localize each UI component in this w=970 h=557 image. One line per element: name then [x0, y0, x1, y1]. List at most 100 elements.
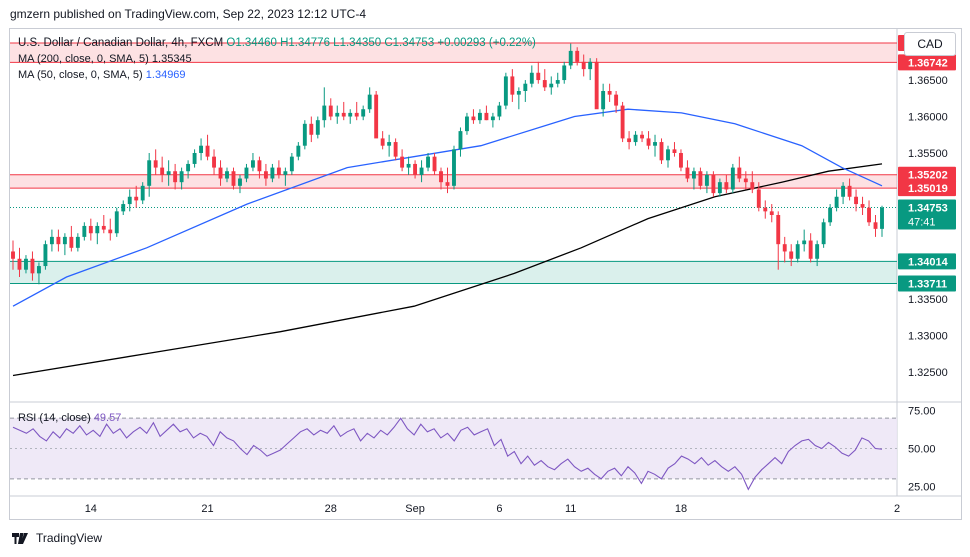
published-by-text: gmzern published on TradingView.com, Sep…: [10, 7, 366, 21]
time-tick-label: 28: [325, 503, 337, 515]
zone-price-badge: [898, 180, 956, 197]
candle-body: [341, 112, 346, 117]
candle-body: [763, 207, 768, 212]
candle-body: [659, 142, 664, 161]
candle-body: [328, 105, 333, 117]
candle-body: [205, 145, 210, 157]
time-tick-label: 21: [201, 503, 213, 515]
candle-body: [633, 134, 638, 143]
ma50-legend[interactable]: MA (50, close, 0, SMA, 5) 1.34969: [18, 69, 186, 81]
candle-body: [756, 189, 761, 208]
candle-body: [24, 258, 28, 270]
time-tick-label: 2: [894, 503, 900, 515]
candle-body: [640, 134, 644, 139]
candle-body: [244, 167, 249, 179]
candle-body: [108, 229, 113, 234]
candle-body: [490, 116, 495, 121]
candle-body: [477, 112, 482, 121]
price-tick-label: 1.36000: [908, 112, 948, 124]
candle-body: [873, 222, 878, 229]
candle-body: [432, 156, 437, 172]
candle-body: [555, 80, 560, 84]
candle-body: [802, 240, 807, 245]
candle-body: [406, 163, 411, 168]
candle-body: [698, 171, 703, 186]
candle-body: [289, 156, 294, 172]
candle-body: [348, 112, 353, 117]
symbol-title: U.S. Dollar / Canadian Dollar, 4h, FXCM: [18, 37, 224, 49]
candle-body: [620, 105, 625, 139]
candle-body: [400, 156, 405, 168]
candle-body: [782, 244, 787, 252]
candle-body: [199, 145, 204, 153]
chart-frame[interactable]: [9, 28, 962, 520]
price-tick-label: 1.35500: [908, 148, 948, 160]
candle-body: [361, 109, 366, 117]
candle-body: [62, 236, 67, 245]
candle-body: [562, 65, 567, 81]
ma200-legend[interactable]: MA (200, close, 0, SMA, 5) 1.35345: [18, 53, 192, 65]
candle-body: [354, 112, 359, 117]
bar-countdown-label: 47:41: [908, 216, 936, 228]
candle-body: [789, 251, 794, 259]
candle-body: [251, 160, 255, 168]
candle-body: [717, 182, 722, 194]
rsi-tick-label: 25.00: [908, 481, 936, 493]
time-tick-label: 11: [565, 503, 576, 515]
candle-body: [426, 156, 430, 168]
rsi-band: [10, 418, 897, 479]
ohlc-open: O1.34460: [226, 37, 277, 49]
price-tick-label: 1.36500: [908, 75, 948, 87]
candle-body: [646, 138, 651, 146]
candle-body: [43, 244, 48, 267]
currency-button[interactable]: CAD: [904, 32, 956, 56]
ohlc-change: +0.00293 (+0.22%): [437, 37, 536, 49]
resistance-zone: [10, 43, 897, 63]
candle-body: [387, 142, 392, 146]
candle-body: [860, 204, 865, 208]
candle-body: [704, 174, 709, 186]
candle-body: [283, 171, 288, 175]
candle-body: [173, 171, 178, 183]
candle-body: [503, 76, 508, 106]
price-tick-label: 1.32500: [908, 367, 948, 379]
candle-body: [114, 211, 119, 234]
candle-body: [393, 142, 398, 157]
candle-body: [458, 131, 463, 150]
candle-body: [867, 207, 871, 223]
candle-body: [140, 185, 145, 201]
symbol-legend: U.S. Dollar / Canadian Dollar, 4h, FXCM …: [18, 37, 536, 49]
candle-body: [542, 80, 547, 88]
candle-body: [465, 116, 469, 132]
rsi-legend[interactable]: RSI (14, close) 49.57: [18, 412, 121, 424]
candle-body: [309, 123, 314, 135]
candle-body: [263, 171, 268, 179]
candle-body: [575, 50, 580, 62]
candle-body: [88, 225, 93, 234]
candle-body: [510, 76, 515, 95]
candle-body: [685, 167, 690, 179]
ma200-label: MA (200, close, 0, SMA, 5): [18, 53, 149, 65]
candle-body: [439, 171, 443, 183]
candle-body: [452, 149, 456, 186]
candle-body: [380, 138, 385, 146]
rsi-tick-label: 75.00: [908, 406, 936, 418]
rsi-label: RSI (14, close): [18, 412, 91, 424]
candle-body: [101, 225, 106, 230]
candle-body: [523, 83, 528, 91]
candle-body: [445, 182, 450, 186]
candle-body: [134, 196, 139, 201]
candle-body: [82, 225, 87, 237]
candle-body: [121, 204, 126, 212]
candle-body: [594, 61, 599, 110]
candle-body: [315, 120, 320, 135]
zone-price-badge: [898, 54, 956, 71]
current-price-label: 1.34753: [908, 202, 948, 214]
candle-body: [750, 182, 755, 190]
candle-body: [302, 123, 307, 146]
candle-body: [17, 258, 22, 270]
candle-body: [153, 160, 158, 168]
candle-body: [69, 236, 74, 248]
candle-body: [160, 167, 165, 175]
